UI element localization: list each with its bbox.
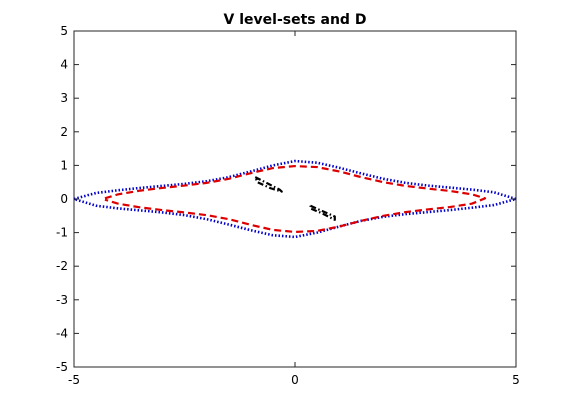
series-line-2 — [104, 164, 487, 234]
chart-title: V level-sets and D — [224, 12, 367, 28]
y-tick-label: -5 — [56, 360, 68, 374]
y-tick-label: 1 — [60, 158, 68, 172]
y-tick-label: 0 — [60, 192, 68, 206]
y-tick-label: -4 — [56, 326, 68, 340]
series-layer — [73, 159, 518, 239]
y-tick-label: -2 — [56, 259, 68, 273]
x-tick-label: 0 — [291, 373, 299, 387]
y-tick-label: 4 — [60, 58, 68, 72]
y-tick-label: -1 — [56, 226, 68, 240]
y-tick-label: 5 — [60, 24, 68, 38]
plot-area — [73, 30, 517, 368]
y-tick-label: 2 — [60, 125, 68, 139]
y-tick-label: 3 — [60, 91, 68, 105]
series-line-1 — [73, 159, 518, 239]
x-tick-label: 5 — [512, 373, 520, 387]
x-tick-label: -5 — [68, 373, 80, 387]
y-tick-label: -3 — [56, 293, 68, 307]
series-line-4 — [309, 204, 336, 221]
ticks-layer: -5 0 5 -5 -4 -3 -2 -1 0 1 2 3 4 5 — [56, 24, 520, 387]
series-line-3 — [254, 176, 283, 193]
